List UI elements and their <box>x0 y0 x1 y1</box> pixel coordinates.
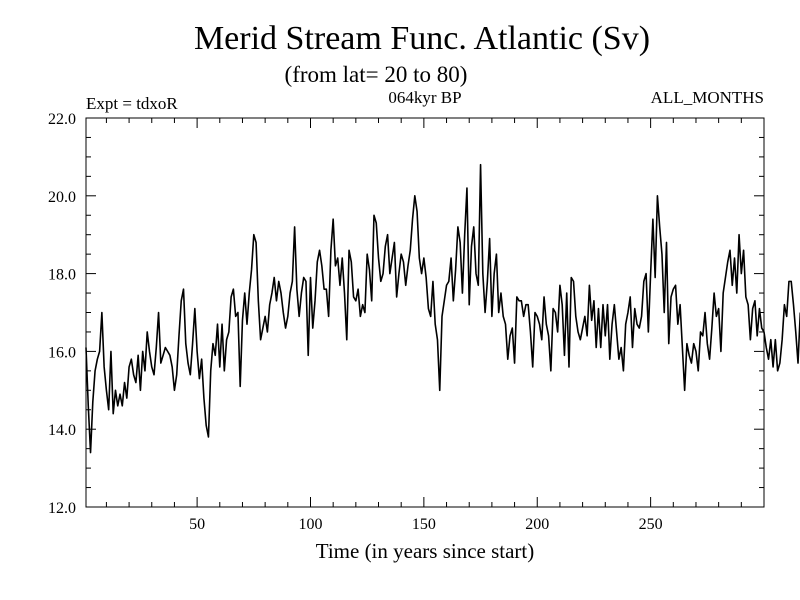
months-label: ALL_MONTHS <box>651 88 764 107</box>
chart-subtitle: (from lat= 20 to 80) <box>285 62 468 87</box>
y-tick-label: 16.0 <box>48 344 76 361</box>
period-label: 064kyr BP <box>388 88 461 107</box>
y-tick-label: 22.0 <box>48 111 76 128</box>
y-tick-label: 20.0 <box>48 189 76 206</box>
y-tick-label: 18.0 <box>48 267 76 284</box>
x-axis-label: Time (in years since start) <box>316 539 535 563</box>
plot-frame <box>85 117 765 508</box>
x-tick-label: 50 <box>189 516 205 533</box>
chart-title: Merid Stream Func. Atlantic (Sv) <box>194 20 650 57</box>
y-tick-label: 12.0 <box>48 500 76 517</box>
x-tick-label: 150 <box>412 516 436 533</box>
x-tick-label: 100 <box>298 516 322 533</box>
axis-ticks <box>86 118 764 507</box>
y-tick-label: 14.0 <box>48 422 76 439</box>
series-line <box>85 163 800 454</box>
experiment-label: Expt = tdxoR <box>86 94 178 113</box>
tick-labels: 50 100 150 200 250 12.0 14.0 16.0 18.0 20.0 22.0 <box>48 111 663 533</box>
x-tick-label: 200 <box>525 516 549 533</box>
x-tick-label: 250 <box>639 516 663 533</box>
